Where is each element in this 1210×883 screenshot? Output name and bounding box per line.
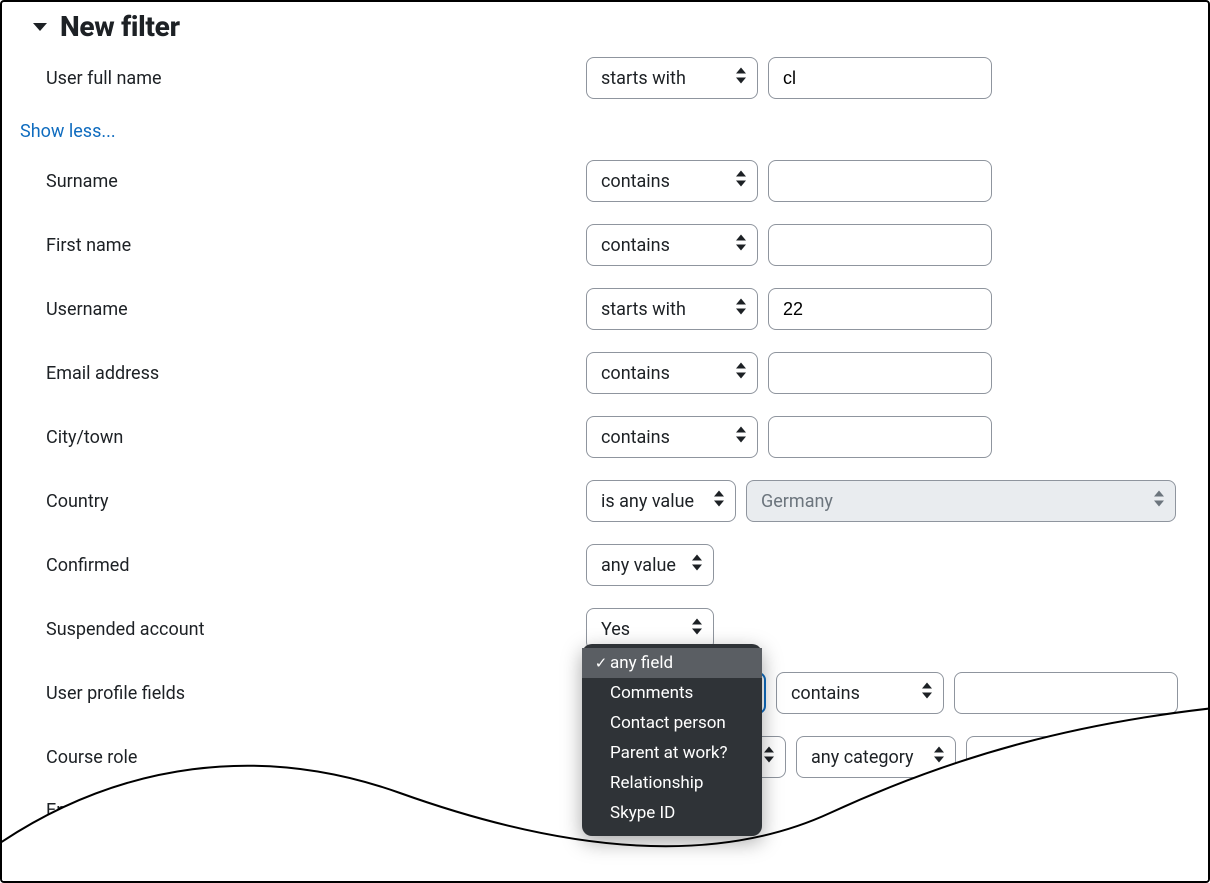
sort-arrows-icon: [921, 683, 933, 704]
upf-field-dropdown[interactable]: ✓any field Comments Contact person Parent a…: [582, 644, 762, 836]
email-operator-select[interactable]: contains: [586, 352, 758, 394]
firstname-value-input[interactable]: [768, 224, 992, 266]
upf-value-input[interactable]: [954, 672, 1178, 714]
upf-option-label: Comments: [610, 683, 693, 703]
section-header[interactable]: New filter: [30, 10, 1180, 43]
section-title: New filter: [60, 10, 180, 43]
upf-option[interactable]: ✓any field: [582, 648, 762, 678]
show-less-link[interactable]: Show less...: [20, 121, 116, 142]
username-operator-select[interactable]: starts with: [586, 288, 758, 330]
upf-option-label: Relationship: [610, 773, 703, 793]
upf-option[interactable]: Skype ID: [582, 798, 762, 828]
username-value-input[interactable]: [768, 288, 992, 330]
label-fullname: User full name: [30, 68, 586, 89]
sort-arrows-icon: [1153, 491, 1165, 512]
courserole-category-select[interactable]: any category: [796, 736, 956, 778]
label-anycourse: Enrolled in any course: [30, 800, 586, 821]
city-value-input[interactable]: [768, 416, 992, 458]
label-country: Country: [30, 491, 586, 512]
label-surname: Surname: [30, 171, 586, 192]
chevron-down-icon: [30, 17, 50, 37]
label-upf: User profile fields: [30, 683, 586, 704]
upf-option-label: Contact person: [610, 713, 726, 733]
sort-arrows-icon: [713, 491, 725, 512]
email-value-input[interactable]: [768, 352, 992, 394]
check-icon: ✓: [592, 654, 610, 672]
fullname-operator-select[interactable]: starts with: [586, 57, 758, 99]
confirmed-select[interactable]: any value: [586, 544, 714, 586]
sort-arrows-icon: [735, 363, 747, 384]
upf-option-label: Skype ID: [610, 803, 675, 823]
sort-arrows-icon: [735, 427, 747, 448]
upf-option[interactable]: Relationship: [582, 768, 762, 798]
surname-value-input[interactable]: [768, 160, 992, 202]
label-username: Username: [30, 299, 586, 320]
city-operator-select[interactable]: contains: [586, 416, 758, 458]
sort-arrows-icon: [735, 171, 747, 192]
label-city: City/town: [30, 427, 586, 448]
firstname-operator-select[interactable]: contains: [586, 224, 758, 266]
upf-option[interactable]: Parent at work?: [582, 738, 762, 768]
label-courserole: Course role: [30, 747, 586, 768]
upf-option[interactable]: Contact person: [582, 708, 762, 738]
sort-arrows-icon: [735, 299, 747, 320]
upf-option-label: Parent at work?: [610, 743, 728, 763]
sort-arrows-icon: [735, 235, 747, 256]
sort-arrows-icon: [691, 555, 703, 576]
courserole-value-input[interactable]: [966, 736, 1176, 778]
sort-arrows-icon: [763, 747, 775, 768]
sort-arrows-icon: [933, 747, 945, 768]
upf-operator-select[interactable]: contains: [776, 672, 944, 714]
sort-arrows-icon: [691, 619, 703, 640]
upf-option-label: any field: [610, 653, 673, 673]
label-confirmed: Confirmed: [30, 555, 586, 576]
label-suspended: Suspended account: [30, 619, 586, 640]
label-systemrole-partial: m role: [78, 832, 128, 853]
country-value-select[interactable]: Germany: [746, 480, 1176, 522]
label-email: Email address: [30, 363, 586, 384]
country-operator-select[interactable]: is any value: [586, 480, 736, 522]
fullname-value-input[interactable]: [768, 57, 992, 99]
sort-arrows-icon: [735, 68, 747, 89]
surname-operator-select[interactable]: contains: [586, 160, 758, 202]
upf-option[interactable]: Comments: [582, 678, 762, 708]
label-firstname: First name: [30, 235, 586, 256]
